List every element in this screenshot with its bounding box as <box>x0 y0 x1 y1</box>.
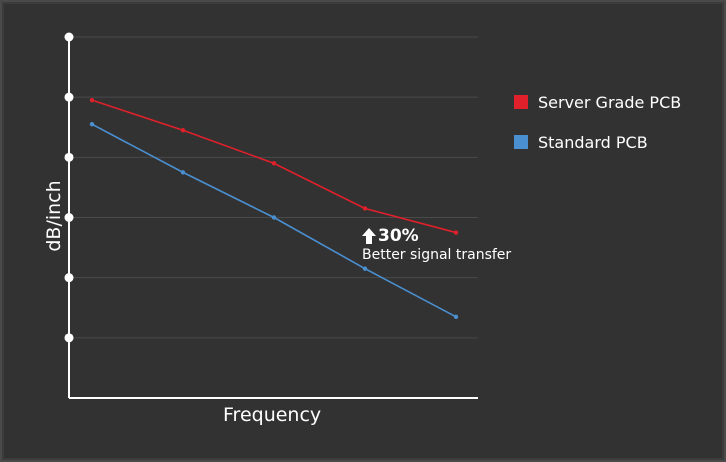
x-axis-label: Frequency <box>223 404 322 426</box>
arrow-up-icon <box>362 228 376 244</box>
data-point <box>271 215 277 220</box>
data-point <box>271 161 277 166</box>
y-axis-tick <box>64 152 74 162</box>
legend-label-standard: Standard PCB <box>538 132 648 152</box>
y-axis-tick <box>64 213 74 222</box>
series-line-1 <box>91 123 457 318</box>
legend-swatch-server-grade <box>514 95 528 109</box>
data-point <box>453 230 459 235</box>
annotation-value: 30% <box>378 226 419 246</box>
legend-swatch-standard <box>514 135 528 149</box>
data-point <box>180 128 186 133</box>
data-point <box>180 170 186 175</box>
y-axis-tick <box>64 333 74 343</box>
y-axis-label: dB/inch <box>43 180 65 252</box>
annotation: 30% Better signal transfer <box>362 226 511 263</box>
y-axis-tick <box>64 273 74 283</box>
annotation-text: Better signal transfer <box>362 247 512 263</box>
legend-item-server-grade: Server Grade PCB <box>514 92 681 112</box>
data-point <box>453 314 459 319</box>
legend-label-server-grade: Server Grade PCB <box>538 92 682 112</box>
data-point <box>89 97 95 103</box>
data-point <box>89 122 95 127</box>
data-point <box>362 206 368 211</box>
legend-item-standard: Standard PCB <box>514 132 681 152</box>
y-axis-tick <box>64 32 74 42</box>
data-point <box>362 266 368 271</box>
legend: Server Grade PCB Standard PCB <box>514 92 681 172</box>
y-axis-tick <box>64 92 74 102</box>
series-line-0 <box>91 99 457 234</box>
